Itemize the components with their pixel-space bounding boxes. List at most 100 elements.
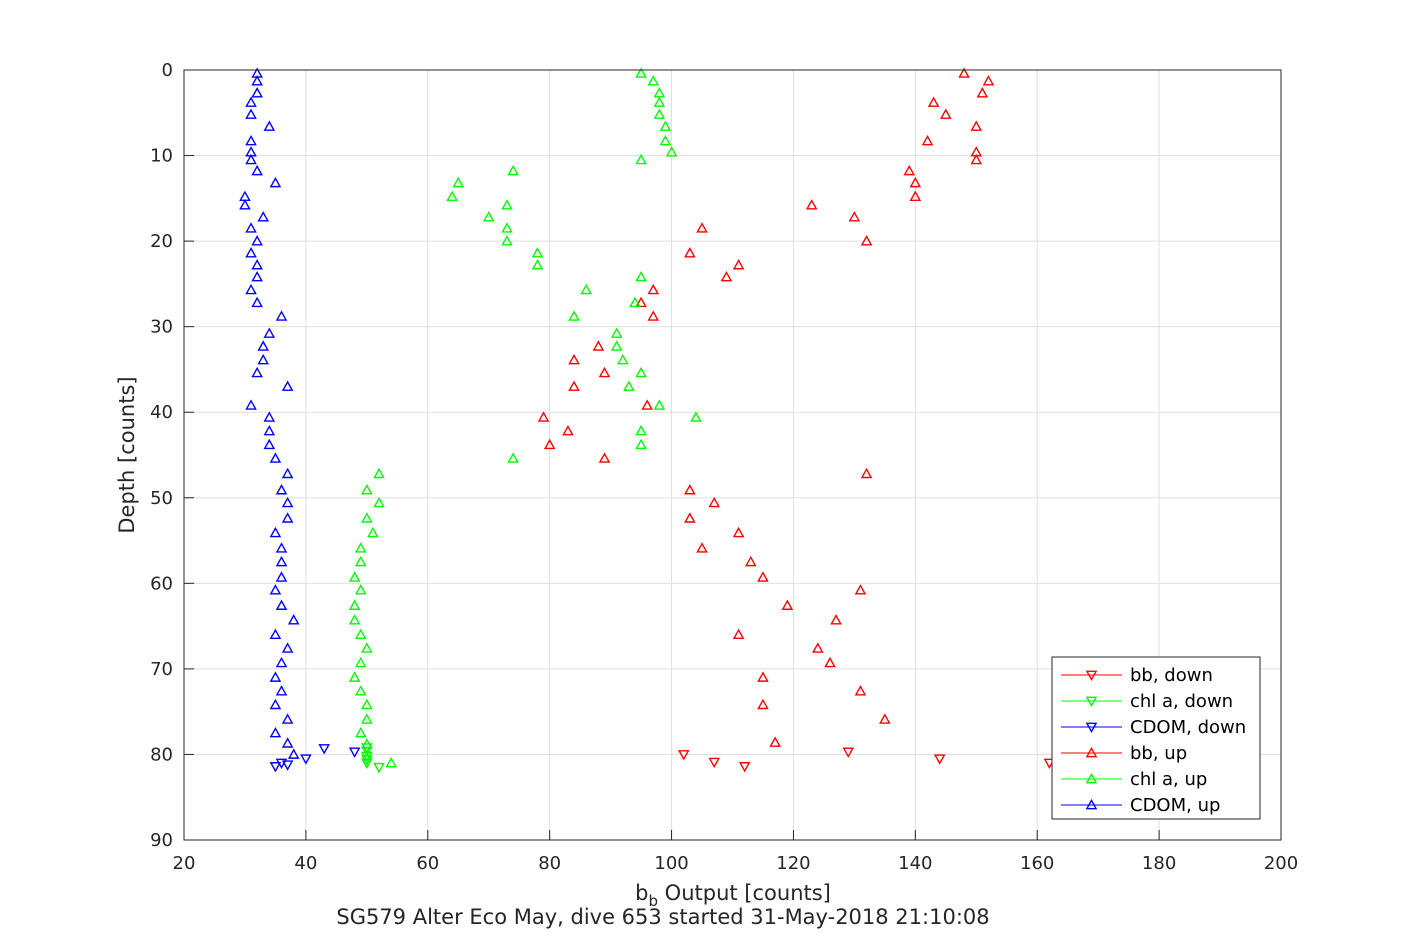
- data-point: [354, 727, 367, 738]
- data-point: [684, 484, 696, 495]
- y-tick-label: 30: [150, 317, 173, 338]
- data-point: [373, 467, 385, 479]
- data-point: [732, 259, 745, 270]
- data-point: [281, 467, 294, 479]
- data-point: [263, 425, 276, 436]
- data-point: [805, 199, 818, 210]
- data-point: [696, 542, 708, 553]
- x-axis-ticks: 20 40 60 80 100 120 140 160 180 200: [173, 830, 1298, 874]
- data-point: [812, 642, 824, 653]
- data-point: [348, 614, 361, 625]
- data-point: [287, 748, 300, 759]
- data-point: [940, 108, 952, 119]
- legend-marker: [1085, 722, 1098, 734]
- data-point: [635, 296, 647, 308]
- data-point: [824, 656, 836, 668]
- data-point: [708, 496, 721, 508]
- data-point: [257, 353, 270, 365]
- data-point: [684, 512, 696, 523]
- series-5: [239, 67, 300, 759]
- data-point: [647, 75, 660, 86]
- data-point: [732, 628, 745, 640]
- legend-box: [1051, 656, 1261, 820]
- data-point: [361, 738, 373, 749]
- data-point: [251, 75, 263, 86]
- data-point: [348, 671, 361, 682]
- data-point: [708, 757, 721, 769]
- data-point: [757, 671, 769, 682]
- data-point: [251, 164, 263, 176]
- data-point: [275, 571, 288, 582]
- data-markers: [239, 67, 1056, 774]
- legend-label: CDOM, down: [1130, 717, 1246, 738]
- data-point: [275, 599, 288, 610]
- data-point: [653, 96, 666, 107]
- data-point: [744, 555, 757, 567]
- legend-label: bb, up: [1130, 743, 1187, 764]
- y-tick-label: 20: [150, 231, 173, 252]
- data-point: [623, 380, 635, 391]
- data-point: [684, 247, 696, 258]
- x-tick-label: 20: [173, 853, 196, 874]
- data-point: [982, 75, 995, 86]
- data-point: [482, 211, 495, 222]
- data-point: [659, 120, 672, 131]
- data-point: [281, 760, 294, 771]
- legend-marker: [1085, 670, 1098, 682]
- legend-marker: [1085, 696, 1098, 708]
- legend-item: chl a, up: [1061, 769, 1207, 790]
- data-point: [610, 340, 623, 351]
- x-axis-title: bb Output [counts]: [635, 881, 831, 910]
- x-tick-label: 60: [416, 853, 439, 874]
- data-point: [854, 584, 867, 595]
- data-point: [354, 685, 367, 696]
- data-point: [361, 758, 373, 770]
- data-point: [781, 599, 794, 610]
- data-point: [269, 526, 282, 538]
- data-point: [269, 452, 282, 463]
- data-point: [507, 164, 519, 176]
- data-point: [361, 755, 373, 766]
- data-point: [543, 438, 556, 450]
- data-point: [958, 67, 970, 78]
- data-point: [641, 399, 653, 410]
- data-point: [879, 713, 891, 724]
- data-point: [690, 411, 702, 422]
- data-point: [677, 750, 690, 761]
- data-point: [263, 327, 276, 338]
- data-point: [269, 727, 282, 738]
- data-point: [568, 380, 580, 391]
- data-point: [976, 87, 989, 98]
- data-point: [635, 425, 647, 436]
- data-point: [970, 153, 983, 165]
- data-point: [318, 744, 330, 755]
- data-point: [275, 555, 288, 567]
- data-point: [281, 713, 294, 724]
- data-point: [251, 271, 263, 282]
- data-point: [361, 512, 373, 523]
- data-point: [909, 176, 922, 188]
- y-tick-label: 40: [150, 402, 173, 423]
- data-point: [257, 211, 270, 222]
- data-point: [300, 754, 312, 765]
- data-point: [537, 411, 550, 422]
- data-point: [446, 190, 458, 202]
- data-point: [970, 120, 983, 131]
- data-point: [354, 584, 367, 595]
- data-point: [263, 438, 276, 450]
- x-tick-label: 140: [898, 853, 932, 874]
- data-point: [245, 283, 257, 295]
- data-point: [263, 411, 276, 422]
- data-point: [927, 96, 940, 107]
- data-point: [653, 108, 666, 119]
- x-axis-title-subscript: b: [648, 892, 658, 910]
- data-point: [361, 698, 373, 710]
- data-point: [531, 247, 544, 258]
- data-point: [287, 614, 300, 625]
- legend-label: bb, down: [1130, 665, 1213, 686]
- data-point: [848, 211, 861, 222]
- data-point: [275, 542, 288, 553]
- data-point: [281, 380, 294, 391]
- legend-label: CDOM, up: [1130, 795, 1220, 816]
- data-point: [531, 259, 544, 270]
